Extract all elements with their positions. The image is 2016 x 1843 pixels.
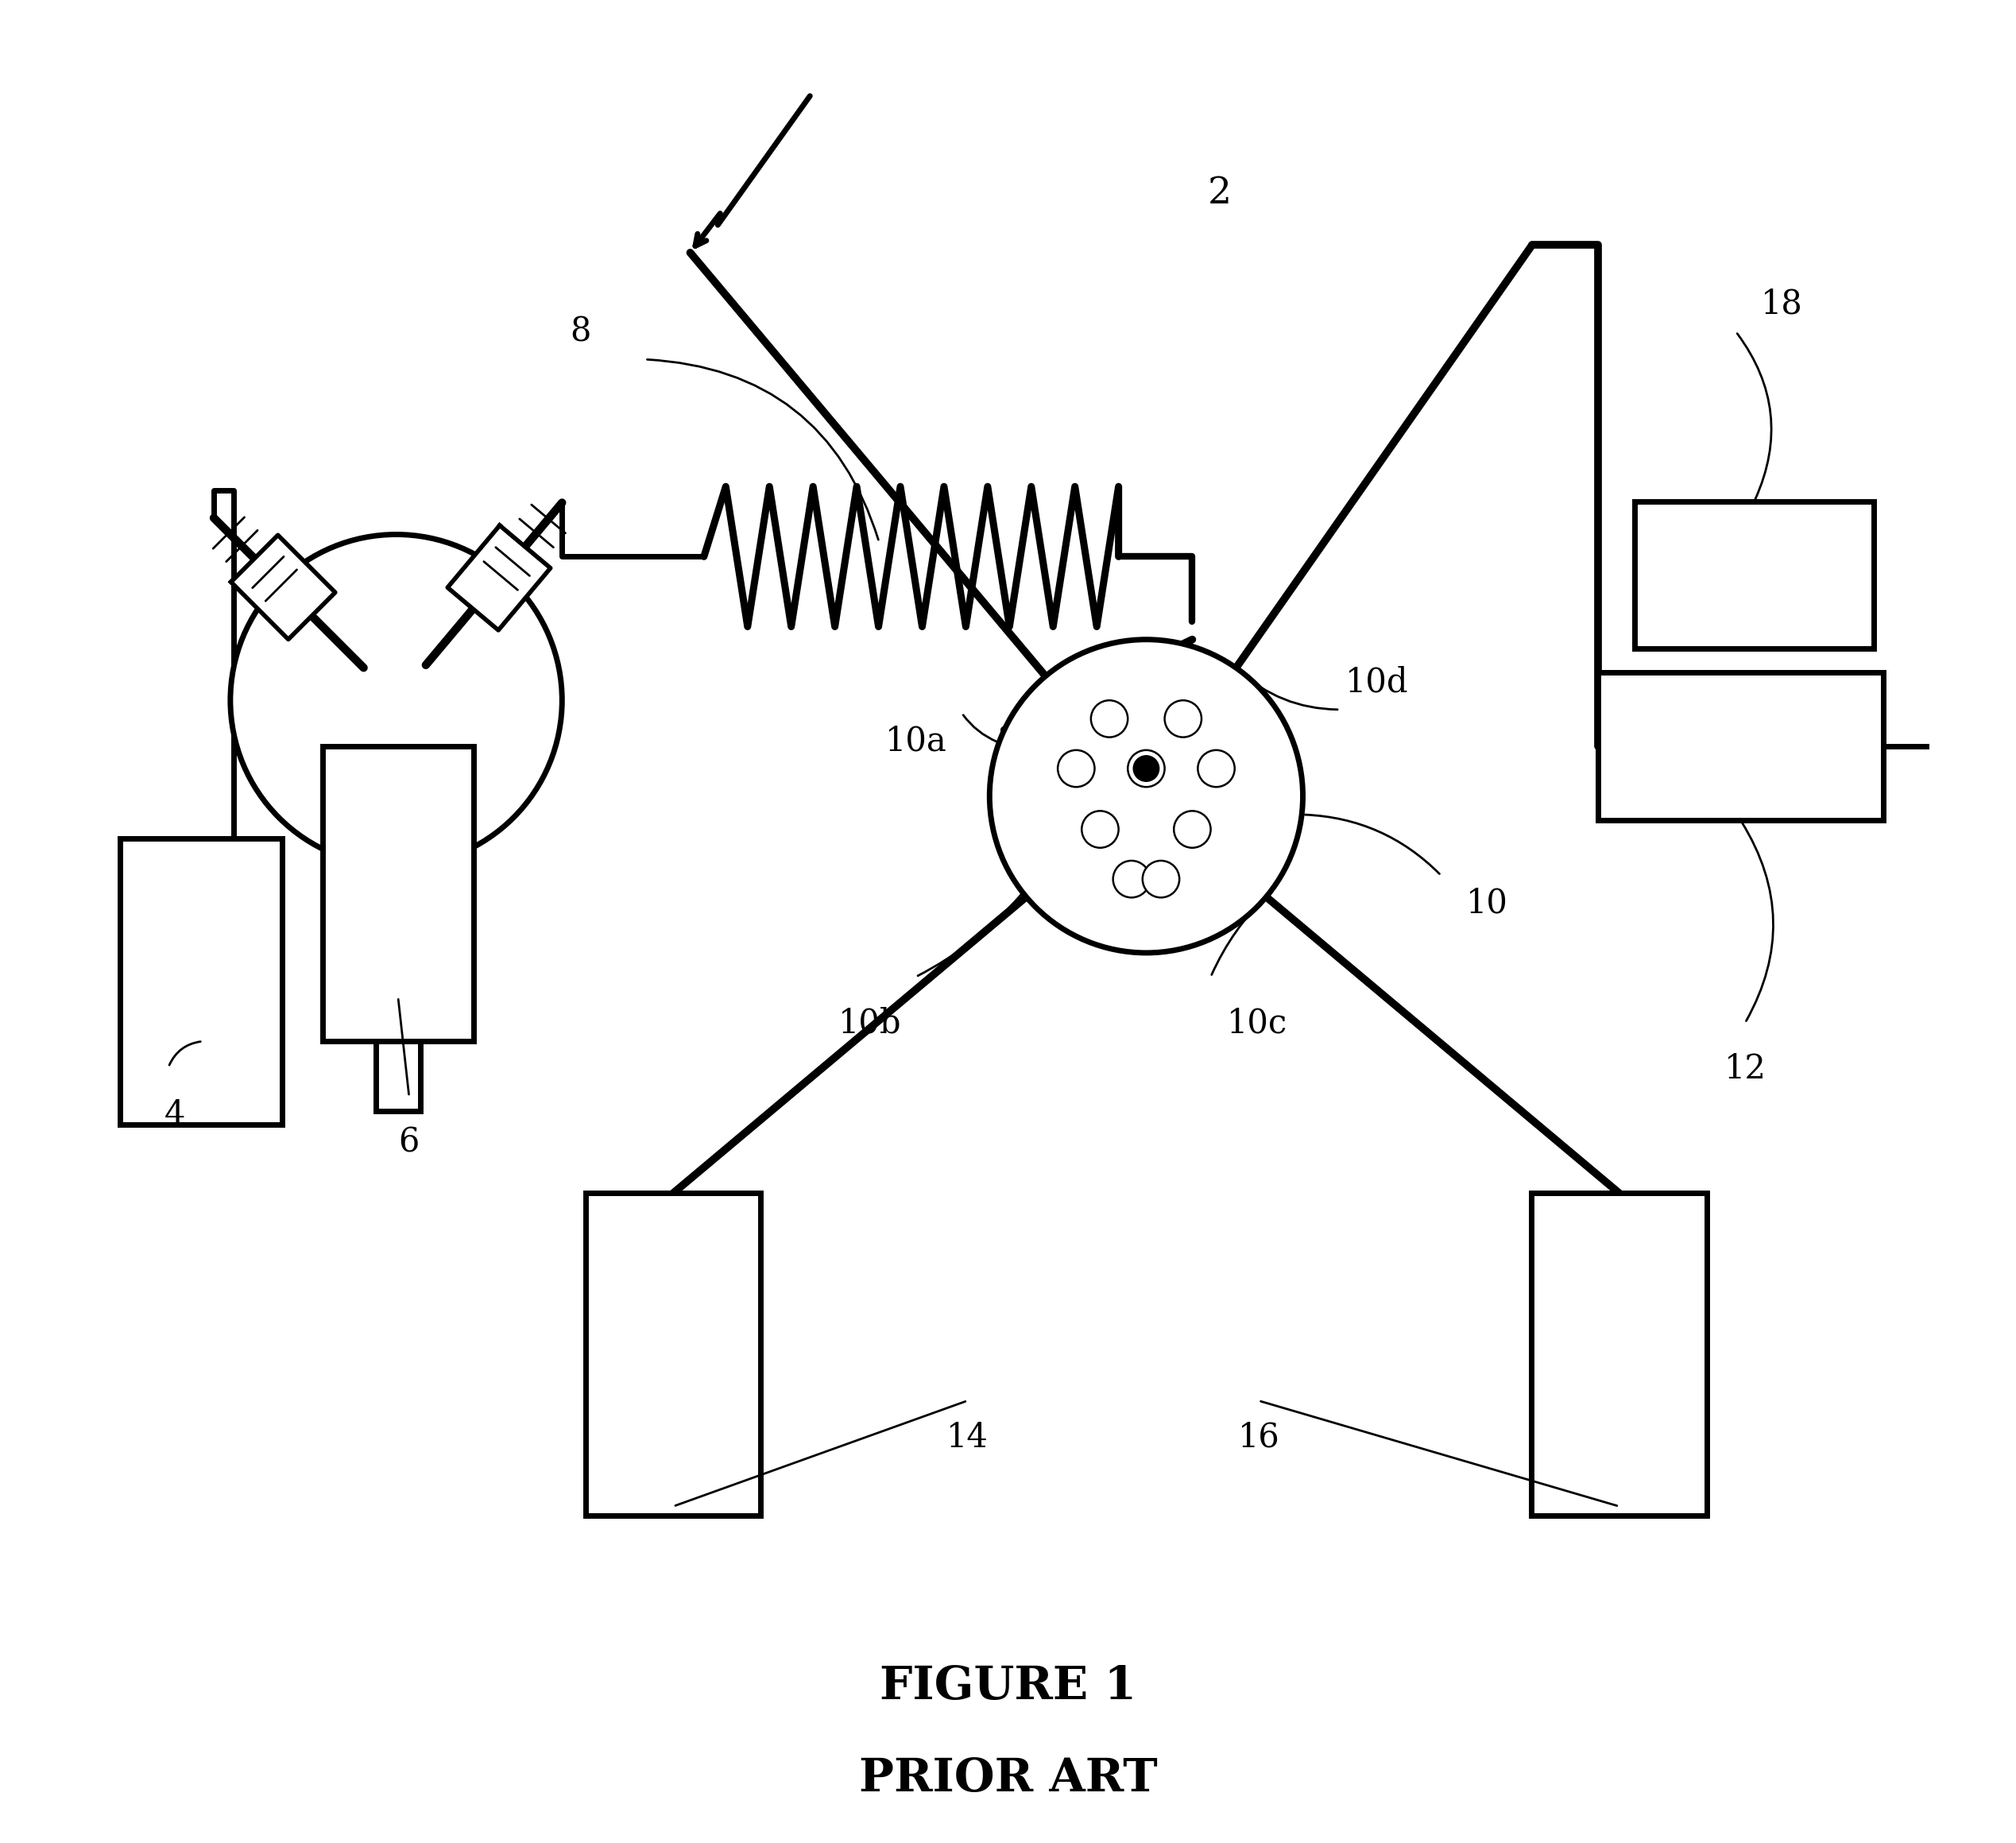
Bar [1599, 673, 1883, 820]
Text: 16: 16 [1238, 1421, 1280, 1454]
Circle shape [1058, 750, 1095, 787]
Text: 10d: 10d [1345, 665, 1409, 698]
Circle shape [230, 534, 562, 866]
Text: 4: 4 [165, 1098, 185, 1132]
Text: 18: 18 [1762, 288, 1802, 321]
Circle shape [1198, 750, 1234, 787]
Text: 10a: 10a [885, 724, 948, 757]
Bar [1532, 1192, 1708, 1515]
Text: 12: 12 [1724, 1052, 1766, 1086]
Bar [1635, 501, 1875, 649]
Polygon shape [232, 534, 335, 640]
Circle shape [1127, 750, 1165, 787]
Bar [323, 746, 474, 1041]
Text: 6: 6 [399, 1126, 419, 1159]
Circle shape [990, 640, 1302, 953]
Text: 10c: 10c [1226, 1006, 1286, 1039]
Circle shape [1143, 861, 1179, 898]
Text: 10: 10 [1466, 886, 1508, 920]
Text: 14: 14 [946, 1421, 988, 1454]
Bar [375, 1041, 419, 1111]
Text: 2: 2 [1208, 175, 1232, 212]
Circle shape [1165, 700, 1202, 737]
Circle shape [1091, 700, 1127, 737]
Text: 8: 8 [571, 315, 591, 348]
Bar [119, 839, 282, 1124]
Polygon shape [448, 525, 550, 630]
Text: PRIOR ART: PRIOR ART [859, 1756, 1157, 1801]
Text: FIGURE 1: FIGURE 1 [879, 1664, 1137, 1708]
Circle shape [1113, 861, 1149, 898]
Circle shape [1173, 811, 1212, 848]
Circle shape [1133, 756, 1159, 781]
Text: 10b: 10b [839, 1006, 901, 1039]
Bar [587, 1192, 760, 1515]
Circle shape [1083, 811, 1119, 848]
